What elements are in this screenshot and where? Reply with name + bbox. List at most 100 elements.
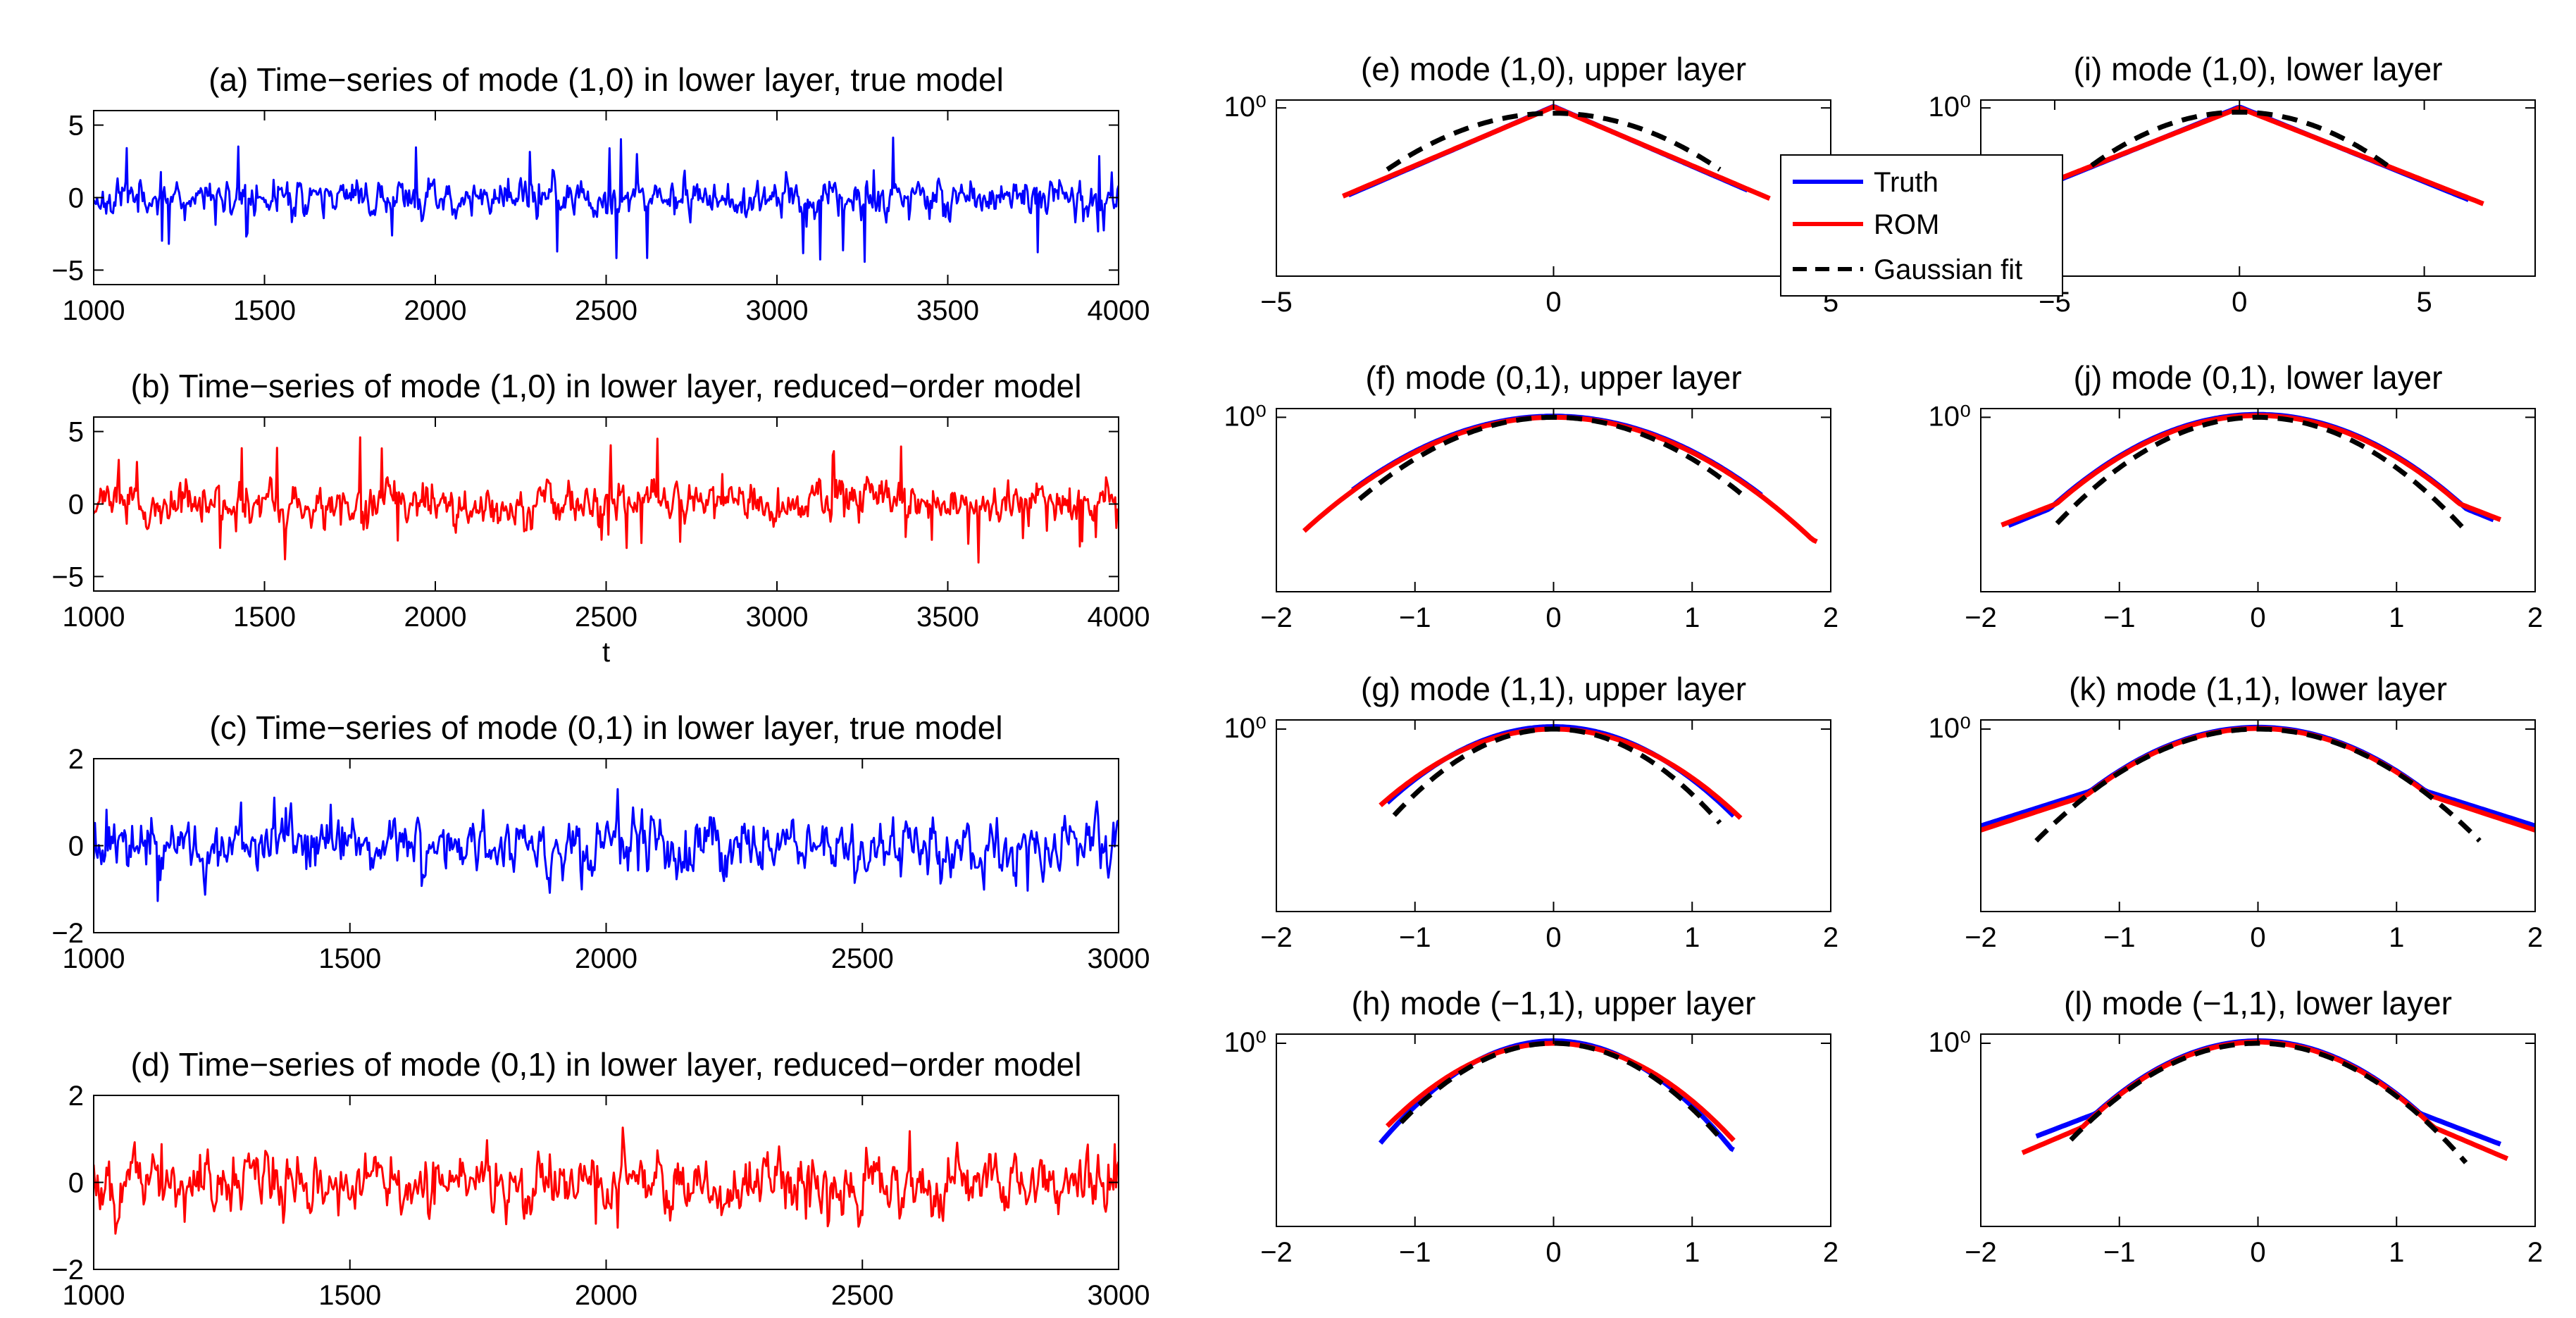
- panel-h: (h) mode (−1,1), upper layer −2 −1 0 1 2 10⁰: [1224, 985, 1838, 1268]
- panel-e-ytick-label: 10⁰: [1224, 92, 1267, 123]
- panel-a-truth-line: [94, 136, 1119, 263]
- panel-a-series: [94, 136, 1119, 263]
- panel-a: (a) Time−series of mode (1,0) in lower l…: [51, 61, 1150, 326]
- panel-e-xtick-label: 0: [1545, 287, 1561, 318]
- panel-k-xtick-label: 2: [2527, 922, 2543, 953]
- panel-f-xtick-label: 2: [1823, 602, 1838, 633]
- panel-c-title: (c) Time−series of mode (0,1) in lower l…: [209, 709, 1002, 746]
- panel-l-xtick-label: 0: [2250, 1237, 2265, 1268]
- panel-d: (d) Time−series of mode (0,1) in lower l…: [51, 1046, 1150, 1318]
- panel-l-series: [2021, 1038, 2509, 1164]
- panel-h-xtick-label: −1: [1399, 1237, 1431, 1268]
- panel-b-ytick-label: 5: [68, 417, 84, 448]
- panel-g-xtick-label: −1: [1399, 922, 1431, 953]
- panel-l-gaussian-fit-line: [2069, 1040, 2468, 1164]
- panel-g-xtick-label: 2: [1823, 922, 1838, 953]
- panel-j-xtick-label: 1: [2389, 602, 2404, 633]
- panel-c-xtick-label: 1500: [318, 943, 381, 974]
- panel-a-xtick-label: 3000: [746, 295, 809, 326]
- panel-b-xtick-label: 1500: [233, 602, 296, 633]
- panel-h-gaussian-fit-line: [1399, 1040, 1722, 1140]
- panel-c-xtick-label: 1000: [63, 943, 125, 974]
- panel-d-ytick-label: 2: [68, 1081, 84, 1112]
- panel-j-title: (j) mode (0,1), lower layer: [2073, 359, 2442, 396]
- panel-g-ytick-label: 10⁰: [1224, 713, 1267, 744]
- panel-f-xtick-label: 1: [1684, 602, 1700, 633]
- panel-g-xtick-label: 1: [1684, 922, 1700, 953]
- panel-b-xtick-label: 3000: [746, 602, 809, 633]
- panel-b-xtick-label: 1000: [63, 602, 125, 633]
- panel-h-xtick-label: 0: [1545, 1237, 1561, 1268]
- panel-h-title: (h) mode (−1,1), upper layer: [1352, 985, 1756, 1021]
- panel-e-gaussian-fit-line: [1386, 111, 1722, 172]
- panel-i-ytick-label: 10⁰: [1928, 92, 1971, 123]
- panel-a-xtick-label: 1000: [63, 295, 125, 326]
- panel-h-xtick-label: 2: [1823, 1237, 1838, 1268]
- panel-h-series: [1378, 1038, 1736, 1152]
- panel-l-xtick-label: 2: [2527, 1237, 2543, 1268]
- panel-f-xtick-label: −2: [1260, 602, 1293, 633]
- panel-g-xtick-label: −2: [1260, 922, 1293, 953]
- panel-b-ytick-label: 0: [68, 490, 84, 521]
- panel-b-xtick-label: 4000: [1088, 602, 1150, 633]
- plots-layer: (a) Time−series of mode (1,0) in lower l…: [51, 51, 2543, 1318]
- panel-j-xtick-label: 2: [2527, 602, 2543, 633]
- panel-k-ytick-label: 10⁰: [1928, 713, 1971, 744]
- panel-i-title: (i) mode (1,0), lower layer: [2073, 51, 2442, 87]
- panel-j-ytick-label: 10⁰: [1928, 401, 1971, 432]
- panel-b-xtick-label: 2500: [575, 602, 637, 633]
- panel-k-xtick-label: 0: [2250, 922, 2265, 953]
- panel-j-xtick-label: −1: [2103, 602, 2136, 633]
- legend: Truth ROM Gaussian fit: [1780, 154, 2063, 297]
- panel-d-xtick-label: 2000: [575, 1280, 637, 1311]
- panel-d-title: (d) Time−series of mode (0,1) in lower l…: [131, 1046, 1082, 1083]
- panel-d-ytick-label: 0: [68, 1168, 84, 1199]
- panel-d-xtick-label: 2500: [831, 1280, 894, 1311]
- legend-rom-label: ROM: [1874, 209, 1939, 240]
- legend-truth-label: Truth: [1874, 167, 1939, 198]
- panel-j-xtick-label: −2: [1965, 602, 1997, 633]
- panel-j-series: [2001, 411, 2502, 533]
- panel-h-xtick-label: −2: [1260, 1237, 1293, 1268]
- panel-l-ytick-label: 10⁰: [1928, 1027, 1971, 1058]
- panel-j-xtick-label: 0: [2250, 602, 2265, 633]
- panel-j: (j) mode (0,1), lower layer −2 −1 0 1 2 10⁰: [1928, 359, 2543, 633]
- panel-a-xtick-label: 2500: [575, 295, 637, 326]
- panel-i-gaussian-fit-line: [2090, 109, 2389, 168]
- panel-c: (c) Time−series of mode (0,1) in lower l…: [51, 709, 1150, 974]
- panel-f-ytick-label: 10⁰: [1224, 401, 1267, 432]
- panel-k-xtick-label: 1: [2389, 922, 2404, 953]
- panel-d-xtick-label: 1500: [318, 1280, 381, 1311]
- panel-j-gaussian-fit-line: [2055, 414, 2468, 533]
- panel-g-gaussian-fit-line: [1392, 726, 1722, 825]
- panel-d-rom-line: [94, 1126, 1119, 1235]
- panel-i-series: [2005, 104, 2484, 206]
- panel-a-xtick-label: 1500: [233, 295, 296, 326]
- panel-g-title: (g) mode (1,1), upper layer: [1361, 671, 1746, 707]
- panel-l-xtick-label: −2: [1965, 1237, 1997, 1268]
- panel-b-series: [94, 436, 1119, 564]
- panel-b-title: (b) Time−series of mode (1,0) in lower l…: [131, 368, 1082, 404]
- panel-k-title: (k) mode (1,1), lower layer: [2069, 671, 2447, 707]
- panel-a-xtick-label: 4000: [1088, 295, 1150, 326]
- panel-b-ytick-label: −5: [51, 561, 84, 592]
- panel-c-xtick-label: 2500: [831, 943, 894, 974]
- panel-b-xtick-label: 2000: [404, 602, 467, 633]
- panel-k: (k) mode (1,1), lower layer −2 −1 0 1 2 10⁰: [1928, 671, 2543, 953]
- panel-g-rom-line: [1379, 726, 1743, 820]
- panel-g: (g) mode (1,1), upper layer −2 −1 0 1 2 10⁰: [1224, 671, 1838, 953]
- panel-a-xtick-label: 3500: [916, 295, 979, 326]
- panel-f-rom-line: [1302, 414, 1818, 545]
- panel-c-xtick-label: 2000: [575, 943, 637, 974]
- panel-d-xtick-label: 1000: [63, 1280, 125, 1311]
- panel-e-rom-line: [1342, 104, 1771, 201]
- panel-c-ytick-label: 2: [68, 744, 84, 775]
- panel-b-rom-line: [94, 436, 1119, 564]
- panel-d-ytick-label: −2: [51, 1255, 84, 1286]
- panel-l-xtick-label: −1: [2103, 1237, 2136, 1268]
- panel-a-ytick-label: −5: [51, 255, 84, 286]
